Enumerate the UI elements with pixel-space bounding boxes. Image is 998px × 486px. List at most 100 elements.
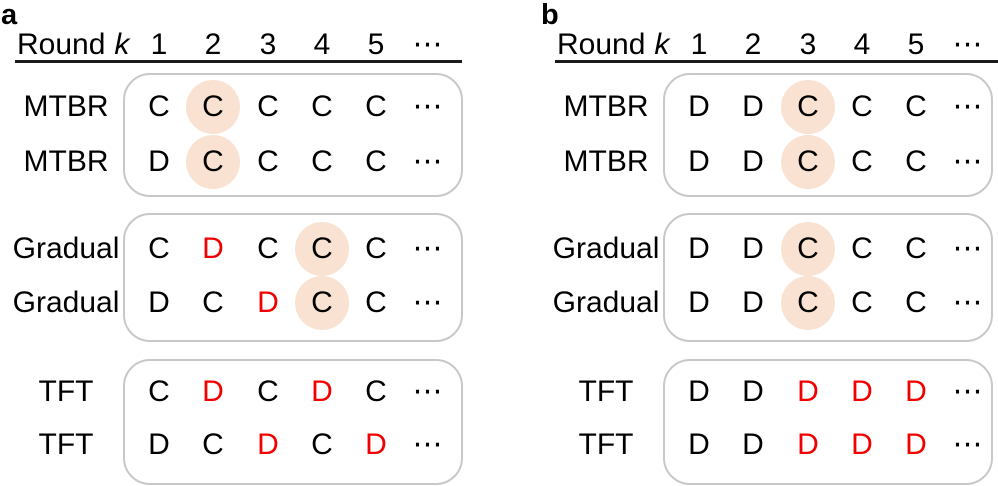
header-round-number: 5 xyxy=(907,28,925,61)
move-cell: C xyxy=(148,232,170,265)
strategy-label: MTBR xyxy=(563,145,649,178)
move-cell: C xyxy=(202,428,224,461)
move-cell: C xyxy=(851,90,873,123)
move-cell: D xyxy=(311,375,333,408)
row-ellipsis: ⋯ xyxy=(412,232,444,265)
header-round-number: 1 xyxy=(150,28,168,61)
panel-b: b Round k 1 2 3 4 5 ⋯ MTBR D D C C C ⋯ MTBR D D C C C ⋯ Gradual… xyxy=(540,0,998,486)
move-cell: C xyxy=(202,145,224,178)
highlight-circle xyxy=(186,135,240,189)
move-cell: D xyxy=(202,375,224,408)
strategy-group-box xyxy=(663,73,993,197)
move-cell: C xyxy=(202,286,224,319)
strategy-label: MTBR xyxy=(23,90,109,123)
move-cell: D xyxy=(257,286,279,319)
row-ellipsis: ⋯ xyxy=(952,145,984,178)
highlight-circle xyxy=(186,80,240,134)
header-round-number: 4 xyxy=(313,28,331,61)
move-cell: D xyxy=(905,375,927,408)
move-cell: C xyxy=(905,286,927,319)
header-rule xyxy=(15,60,462,63)
move-cell: D xyxy=(148,286,170,319)
strategy-label: Gradual xyxy=(12,232,120,265)
move-cell: D xyxy=(851,375,873,408)
move-cell: D xyxy=(742,286,764,319)
move-cell: D xyxy=(688,428,710,461)
row-ellipsis: ⋯ xyxy=(952,375,984,408)
panel-letter: a xyxy=(1,0,18,31)
move-cell: C xyxy=(851,286,873,319)
move-cell: D xyxy=(202,232,224,265)
move-cell: D xyxy=(365,428,387,461)
move-cell: C xyxy=(365,286,387,319)
move-cell: C xyxy=(311,145,333,178)
header-round-number: 2 xyxy=(744,28,762,61)
move-cell: D xyxy=(148,428,170,461)
header-rule xyxy=(555,60,998,63)
strategy-group-box xyxy=(123,359,463,485)
highlight-circle xyxy=(781,135,835,189)
move-cell: C xyxy=(365,375,387,408)
move-cell: C xyxy=(797,145,819,178)
move-cell: D xyxy=(688,232,710,265)
header-round-number: 3 xyxy=(259,28,277,61)
strategy-label: Gradual xyxy=(552,232,660,265)
strategy-label: Gradual xyxy=(552,286,660,319)
move-cell: C xyxy=(311,286,333,319)
move-cell: D xyxy=(797,428,819,461)
move-cell: D xyxy=(688,286,710,319)
row-ellipsis: ⋯ xyxy=(952,428,984,461)
highlight-circle xyxy=(781,222,835,276)
move-cell: D xyxy=(742,90,764,123)
round-variable: k xyxy=(654,28,670,61)
header-round-number: 5 xyxy=(367,28,385,61)
strategy-group-box xyxy=(123,73,463,197)
highlight-circle xyxy=(781,80,835,134)
move-cell: C xyxy=(365,90,387,123)
strategy-label: MTBR xyxy=(563,90,649,123)
panel-a: a Round k 1 2 3 4 5 ⋯ MTBR C C C C C ⋯ MTBR D C C C C ⋯ Gradual… xyxy=(0,0,463,486)
row-ellipsis: ⋯ xyxy=(412,375,444,408)
row-ellipsis: ⋯ xyxy=(412,428,444,461)
move-cell: C xyxy=(257,90,279,123)
move-cell: D xyxy=(742,375,764,408)
move-cell: C xyxy=(851,145,873,178)
strategy-label: Gradual xyxy=(12,286,120,319)
round-variable: k xyxy=(114,28,130,61)
row-ellipsis: ⋯ xyxy=(952,286,984,319)
move-cell: C xyxy=(202,90,224,123)
move-cell: D xyxy=(742,145,764,178)
move-cell: C xyxy=(365,145,387,178)
header-ellipsis: ⋯ xyxy=(952,28,984,61)
move-cell: D xyxy=(688,145,710,178)
round-label: Round xyxy=(17,28,106,61)
strategy-label: MTBR xyxy=(23,145,109,178)
highlight-circle xyxy=(295,276,349,330)
row-ellipsis: ⋯ xyxy=(412,286,444,319)
move-cell: C xyxy=(905,90,927,123)
move-cell: C xyxy=(257,145,279,178)
move-cell: C xyxy=(148,375,170,408)
strategy-label: TFT xyxy=(578,375,634,408)
strategy-label: TFT xyxy=(38,428,94,461)
highlight-circle xyxy=(295,222,349,276)
header-round-number: 3 xyxy=(799,28,817,61)
move-cell: C xyxy=(148,90,170,123)
header-round-number: 4 xyxy=(853,28,871,61)
round-label: Round xyxy=(557,28,646,61)
move-cell: C xyxy=(851,232,873,265)
header-round-number: 1 xyxy=(690,28,708,61)
move-cell: C xyxy=(797,90,819,123)
strategy-group-box xyxy=(123,213,463,342)
move-cell: D xyxy=(742,428,764,461)
move-cell: D xyxy=(905,428,927,461)
move-cell: C xyxy=(311,232,333,265)
move-cell: D xyxy=(148,145,170,178)
move-cell: C xyxy=(797,286,819,319)
round-header: Round k xyxy=(557,28,669,62)
move-cell: C xyxy=(311,90,333,123)
move-cell: D xyxy=(257,428,279,461)
row-ellipsis: ⋯ xyxy=(412,145,444,178)
move-cell: C xyxy=(365,232,387,265)
